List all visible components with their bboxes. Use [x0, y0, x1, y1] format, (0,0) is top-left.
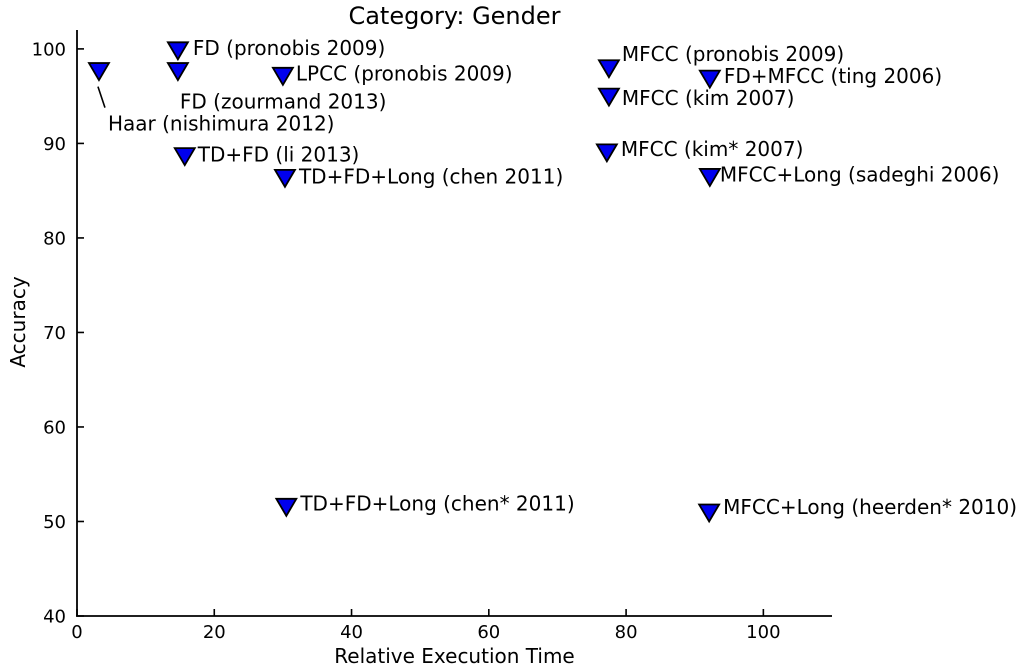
data-point-label: Haar (nishimura 2012): [108, 112, 335, 136]
data-point-label: TD+FD (li 2013): [197, 143, 360, 167]
y-tick-label: 60: [43, 417, 66, 438]
y-tick-label: 80: [43, 228, 66, 249]
data-point-label: MFCC (kim* 2007): [621, 137, 804, 161]
data-point-label: FD (pronobis 2009): [193, 36, 385, 60]
data-point-marker: [595, 143, 619, 164]
data-point-label: MFCC (kim 2007): [622, 86, 795, 110]
x-tick-label: 0: [71, 622, 82, 643]
y-tick-label: 50: [43, 512, 66, 533]
data-point-marker: [87, 62, 111, 82]
y-tick-label: 90: [43, 134, 66, 155]
data-point-marker: [698, 69, 722, 90]
data-point-label: LPCC (pronobis 2009): [296, 61, 513, 85]
data-point-marker: [698, 168, 722, 188]
data-point-label: MFCC (pronobis 2009): [622, 42, 844, 66]
data-point-label: MFCC+Long (sadeghi 2006): [720, 162, 1000, 186]
data-point-marker: [597, 59, 621, 80]
y-tick-label: 40: [43, 607, 66, 628]
data-point-label: TD+FD+Long (chen* 2011): [299, 491, 574, 515]
x-axis-label: Relative Execution Time: [334, 644, 575, 668]
data-point-marker: [166, 41, 190, 62]
x-tick-label: 80: [615, 622, 638, 643]
data-point-marker: [597, 87, 621, 108]
x-tick-label: 100: [746, 622, 780, 643]
data-point-marker: [273, 168, 297, 189]
data-point-marker: [166, 62, 190, 82]
data-point-label: FD+MFCC (ting 2006): [724, 64, 942, 88]
data-point-label: TD+FD+Long (chen 2011): [298, 164, 563, 188]
x-tick-label: 60: [477, 622, 500, 643]
data-point-marker: [271, 66, 295, 87]
y-tick-label: 70: [43, 323, 66, 344]
data-point-marker: [173, 147, 197, 167]
chart-title: Category: Gender: [348, 2, 561, 30]
data-point-label: MFCC+Long (heerden* 2010): [723, 495, 1017, 519]
data-point-marker: [274, 497, 298, 518]
x-tick-label: 40: [340, 622, 363, 643]
annotation-connector: [97, 86, 106, 108]
data-point-marker: [697, 503, 721, 524]
x-tick-label: 20: [203, 622, 226, 643]
y-tick-label: 100: [32, 39, 66, 60]
data-point-label: FD (zourmand 2013): [180, 90, 387, 114]
